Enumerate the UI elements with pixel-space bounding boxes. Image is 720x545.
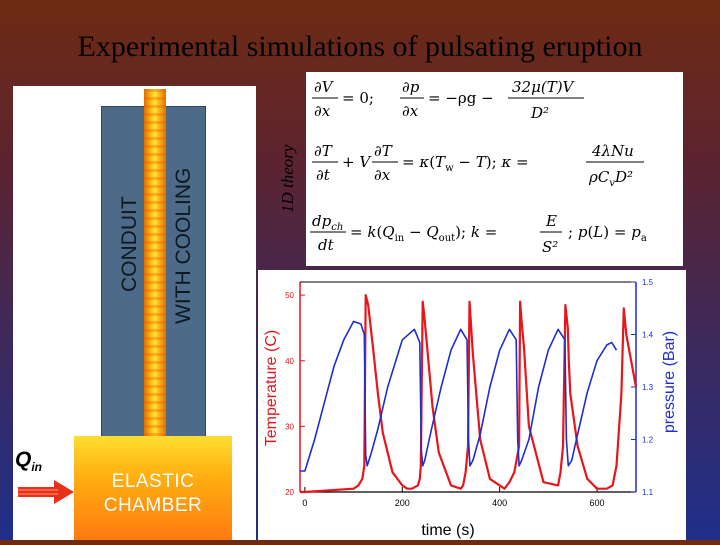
equations-svg: ∂V ∂x = 0; ∂p ∂x = −ρg − 32μ(T)V D² ∂T ∂… xyxy=(310,78,647,256)
svg-text:dt: dt xyxy=(318,236,335,254)
svg-text:+ V: + V xyxy=(342,153,372,171)
svg-text:∂x: ∂x xyxy=(402,102,419,120)
x-tick-label: 200 xyxy=(395,498,410,508)
svg-text:= −ρg −: = −ρg − xyxy=(428,89,494,107)
slide-title: Experimental simulations of pulsating er… xyxy=(77,30,643,63)
svg-text:= k(Qin − Qout); k =: = k(Qin − Qout); k = xyxy=(350,223,497,244)
inflow-arrow-icon xyxy=(18,480,74,504)
inflow-label: Qin xyxy=(15,448,42,474)
chamber-label: ELASTIC CHAMBER xyxy=(74,470,232,518)
right-tick-label: 1.4 xyxy=(642,331,654,340)
right-tick-label: 1.5 xyxy=(642,278,654,287)
svg-text:∂t: ∂t xyxy=(316,166,331,184)
svg-text:∂T: ∂T xyxy=(314,142,333,160)
left-tick-label: 30 xyxy=(285,422,294,431)
right-tick-label: 1.2 xyxy=(642,436,654,445)
svg-text:D²: D² xyxy=(530,104,549,122)
left-tick-label: 40 xyxy=(285,357,294,366)
left-tick-label: 20 xyxy=(285,488,294,497)
cooling-label: WITH COOLING xyxy=(172,167,195,324)
inflow-subscript: in xyxy=(31,460,43,475)
chamber-label-line-1: ELASTIC xyxy=(111,471,195,492)
svg-text:∂V: ∂V xyxy=(314,78,335,96)
svg-text:dpch: dpch xyxy=(312,212,343,233)
svg-text:∂T: ∂T xyxy=(374,142,393,160)
svg-text:∂p: ∂p xyxy=(402,78,420,96)
ticks-layer: 0 200 400 600 20 30 40 50 1.1 1.2 1.3 1.4 1.5 xyxy=(285,278,654,508)
svg-text:∂x: ∂x xyxy=(314,102,331,120)
svg-text:ρCvD²: ρCvD² xyxy=(588,168,633,189)
equations-panel: ∂V ∂x = 0; ∂p ∂x = −ρg − 32μ(T)V D² ∂T ∂… xyxy=(306,72,683,266)
svg-text:32μ(T)V: 32μ(T)V xyxy=(512,78,576,96)
svg-text:E: E xyxy=(545,212,557,230)
theory-label: 1D theory xyxy=(278,144,297,213)
pressure-series-line xyxy=(300,320,618,472)
temperature-pressure-chart: 0 200 400 600 20 30 40 50 1.1 1.2 1.3 1.4 1.5 time (… xyxy=(263,278,678,539)
series-layer xyxy=(300,294,638,494)
x-tick-label: 400 xyxy=(492,498,507,508)
left-tick-label: 50 xyxy=(285,291,294,300)
conduit-label: CONDUIT xyxy=(118,196,141,292)
right-tick-label: 1.3 xyxy=(642,383,654,392)
right-tick-label: 1.1 xyxy=(642,488,654,497)
x-tick-label: 600 xyxy=(590,498,605,508)
temperature-series-line xyxy=(300,294,638,494)
inflow-symbol: Q xyxy=(15,448,32,471)
equation-3: dpch dt = k(Qin − Qout); k = E S² ; p(L)… xyxy=(310,212,647,256)
chart-panel: 0 200 400 600 20 30 40 50 1.1 1.2 1.3 1.4 1.5 time (… xyxy=(258,270,686,540)
svg-text:∂x: ∂x xyxy=(374,166,391,184)
x-tick-label: 0 xyxy=(302,498,307,508)
right-axis-label: pressure (Bar) xyxy=(661,331,678,433)
svg-text:S²: S² xyxy=(542,238,558,256)
svg-text:; p(L) = pa: ; p(L) = pa xyxy=(568,223,647,244)
conduit-tube xyxy=(144,89,166,439)
equation-2: ∂T ∂t + V ∂T ∂x = κ(Tw − T); κ = 4λNu ρC… xyxy=(312,142,644,189)
equation-1: ∂V ∂x = 0; ∂p ∂x = −ρg − 32μ(T)V D² xyxy=(312,78,584,122)
chamber-label-line-2: CHAMBER xyxy=(103,495,203,516)
elastic-chamber xyxy=(74,436,232,540)
svg-text:4λNu: 4λNu xyxy=(591,142,634,160)
svg-text:= 0;: = 0; xyxy=(342,89,374,107)
svg-text:= κ(Tw − T); κ =: = κ(Tw − T); κ = xyxy=(402,153,529,174)
x-axis-label: time (s) xyxy=(421,522,474,539)
left-axis-label: Temperature (C) xyxy=(263,330,280,446)
